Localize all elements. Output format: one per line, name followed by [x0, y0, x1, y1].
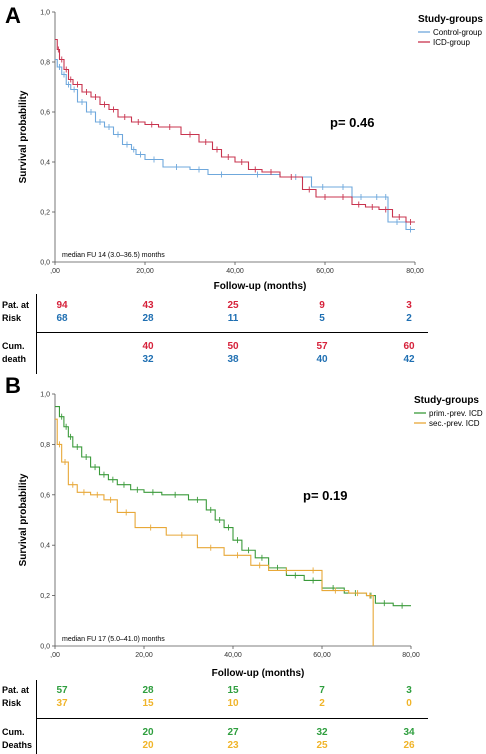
risk-label-1: Pat. at [2, 300, 30, 310]
x-tick-label: 80,00 [406, 268, 424, 275]
risk-label-2: Risk [2, 698, 22, 708]
y-tick-label: 0,4 [40, 543, 50, 550]
y-tick-label: 0,8 [40, 60, 50, 67]
y-axis-title: Survival probability [18, 473, 29, 566]
risk-value-at-risk-g2: 28 [142, 313, 154, 324]
death-label-1: Cum. [2, 727, 25, 737]
risk-value-deaths-g1: 40 [142, 341, 154, 352]
risk-value-deaths-g2: 26 [403, 740, 415, 751]
y-tick-label: 0,0 [40, 644, 50, 651]
risk-value-at-risk-g2: 2 [406, 313, 412, 324]
x-tick-label: ,00 [50, 652, 60, 659]
x-tick-label: 20,00 [136, 268, 154, 275]
x-axis-title: Follow-up (months) [214, 281, 307, 292]
p-value: p= 0.19 [303, 488, 347, 503]
risk-value-deaths-g2: 20 [142, 740, 154, 751]
risk-value-at-risk-g2: 0 [406, 698, 412, 709]
death-label-2: Deaths [2, 740, 33, 750]
risk-table-vline [36, 680, 37, 754]
p-value: p= 0.46 [330, 115, 374, 130]
risk-value-deaths-g1: 32 [316, 727, 328, 738]
risk-value-deaths-g2: 42 [403, 354, 415, 365]
y-tick-label: 0,2 [40, 593, 50, 600]
risk-value-at-risk-g2: 5 [319, 313, 325, 324]
risk-value-at-risk-g1: 3 [406, 685, 412, 696]
risk-value-deaths-g2: 40 [316, 354, 328, 365]
x-axis-title: Follow-up (months) [212, 668, 305, 679]
risk-value-at-risk-g1: 57 [56, 685, 68, 696]
risk-value-at-risk-g1: 25 [227, 300, 239, 311]
risk-value-at-risk-g2: 2 [319, 698, 325, 709]
x-tick-label: ,00 [50, 268, 60, 275]
risk-value-deaths-g1: 20 [142, 727, 154, 738]
y-tick-label: 1,0 [40, 392, 50, 399]
panel-letter-a: A [5, 3, 21, 28]
survival-curve-1 [55, 58, 415, 231]
x-tick-label: 40,00 [226, 268, 244, 275]
risk-value-deaths-g1: 57 [316, 341, 328, 352]
risk-value-at-risk-g1: 28 [142, 685, 154, 696]
risk-table-vline [36, 294, 37, 374]
risk-value-at-risk-g1: 3 [406, 300, 412, 311]
survival-curve-2 [55, 38, 415, 223]
x-tick-label: 60,00 [316, 268, 334, 275]
y-tick-label: 1,0 [40, 10, 50, 17]
y-tick-label: 0,4 [40, 160, 50, 167]
risk-table-hline [36, 332, 428, 333]
risk-value-at-risk-g2: 11 [227, 313, 239, 324]
risk-value-deaths-g2: 23 [227, 740, 239, 751]
risk-value-deaths-g2: 32 [142, 354, 154, 365]
chart-panel-b: 0,0 0,2 0,4 0,6 0,8 1,0 ,00 20,00 40,00 60,00 80,0… [18, 392, 483, 680]
y-tick-label: 0,6 [40, 110, 50, 117]
y-tick-label: 0,8 [40, 442, 50, 449]
risk-value-deaths-g2: 25 [316, 740, 328, 751]
risk-label-2: Risk [2, 313, 22, 323]
risk-value-at-risk-g1: 9 [319, 300, 325, 311]
legend-entry: ICD-group [433, 38, 470, 47]
risk-value-at-risk-g2: 37 [56, 698, 68, 709]
risk-value-at-risk-g1: 15 [227, 685, 239, 696]
survival-curve-2 [55, 418, 374, 646]
risk-value-at-risk-g1: 94 [56, 300, 68, 311]
risk-value-at-risk-g2: 15 [142, 698, 154, 709]
risk-value-deaths-g1: 34 [403, 727, 415, 738]
legend-entry: Control-group [433, 28, 482, 37]
risk-value-at-risk-g2: 10 [227, 698, 239, 709]
y-tick-label: 0,6 [40, 492, 50, 499]
y-tick-label: 0,0 [40, 260, 50, 267]
legend-title: Study-groups [414, 395, 479, 406]
risk-table-hline [36, 718, 428, 719]
risk-value-deaths-g2: 38 [227, 354, 239, 365]
legend-entry: sec.-prev. ICD [429, 419, 480, 428]
x-tick-label: 80,00 [402, 652, 420, 659]
risk-label-1: Pat. at [2, 685, 30, 695]
risk-value-at-risk-g1: 7 [319, 685, 325, 696]
y-axis-title: Survival probability [18, 90, 29, 183]
death-label-1: Cum. [2, 341, 25, 351]
risk-value-at-risk-g2: 68 [56, 313, 68, 324]
risk-value-deaths-g1: 27 [227, 727, 239, 738]
median-fu-note: median FU 17 (5.0–41.0) months [62, 636, 165, 643]
death-label-2: death [2, 354, 27, 364]
x-tick-label: 60,00 [313, 652, 331, 659]
median-fu-note: median FU 14 (3.0–36.5) months [62, 252, 165, 259]
survival-curve-1 [55, 406, 411, 607]
risk-value-at-risk-g1: 43 [142, 300, 154, 311]
x-tick-label: 40,00 [224, 652, 242, 659]
y-tick-label: 0,2 [40, 210, 50, 217]
panel-letter-b: B [5, 373, 21, 398]
risk-value-deaths-g1: 50 [227, 341, 239, 352]
legend-entry: prim.-prev. ICD [429, 409, 483, 418]
legend-title: Study-groups [418, 14, 483, 25]
x-tick-label: 20,00 [135, 652, 153, 659]
risk-value-deaths-g1: 60 [403, 341, 415, 352]
chart-panel-a: 0,0 0,2 0,4 0,6 0,8 1,0 ,00 20,00 40,00 60,00 80,0… [18, 10, 483, 293]
